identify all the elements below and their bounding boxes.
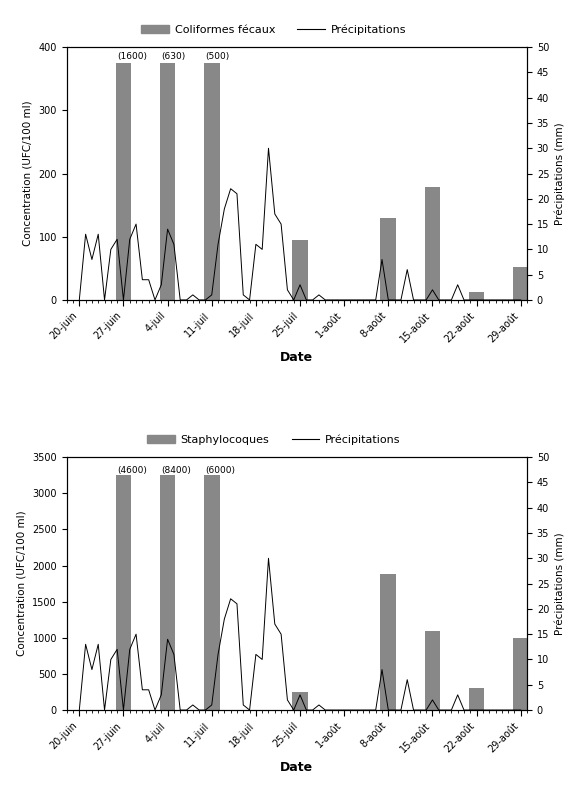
Y-axis label: Concentration (UFC/100 ml): Concentration (UFC/100 ml) [17,511,27,657]
Legend: Coliformes fécaux, Précipitations: Coliformes fécaux, Précipitations [137,20,411,40]
Y-axis label: Concentration (UFC/100 ml): Concentration (UFC/100 ml) [23,100,33,246]
Bar [513,638,528,710]
Bar [204,475,219,710]
Bar [513,267,528,300]
Bar [381,218,396,300]
Bar [381,574,396,710]
Bar [116,475,132,710]
Bar [469,688,484,710]
Legend: Staphylocoques, Précipitations: Staphylocoques, Précipitations [143,430,405,449]
Text: (4600): (4600) [117,466,147,475]
Text: (630): (630) [161,52,185,61]
Bar [159,63,176,300]
Bar [292,692,308,710]
X-axis label: Date: Date [281,351,314,364]
Bar [425,187,441,300]
Bar [292,240,308,300]
Bar [159,475,176,710]
Text: (500): (500) [205,52,229,61]
Bar [204,63,219,300]
Bar [116,63,132,300]
Y-axis label: Précipitations (mm): Précipitations (mm) [555,532,565,635]
Text: (8400): (8400) [161,466,191,475]
Bar [425,630,441,710]
Text: (1600): (1600) [117,52,147,61]
X-axis label: Date: Date [281,761,314,774]
Text: (6000): (6000) [205,466,235,475]
Bar [469,293,484,300]
Y-axis label: Précipitations (mm): Précipitations (mm) [555,123,565,225]
